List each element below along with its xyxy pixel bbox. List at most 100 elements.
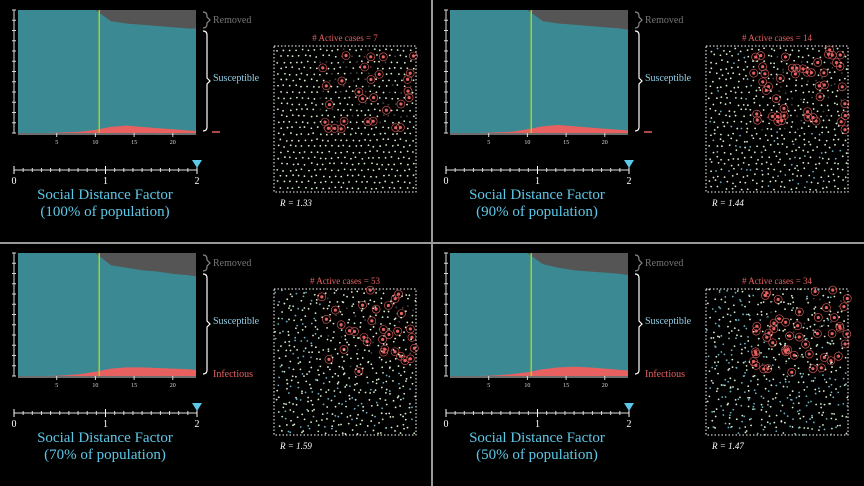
person bbox=[739, 300, 742, 303]
person bbox=[373, 300, 376, 303]
person bbox=[285, 424, 288, 426]
person bbox=[819, 56, 822, 59]
person bbox=[289, 169, 292, 172]
person bbox=[827, 68, 829, 71]
person bbox=[719, 307, 722, 310]
x-tick-label: 5 bbox=[487, 140, 490, 146]
person bbox=[756, 313, 759, 316]
person bbox=[749, 108, 752, 111]
person bbox=[805, 404, 808, 407]
person bbox=[725, 68, 728, 70]
person bbox=[303, 79, 306, 82]
infection-ring bbox=[394, 289, 403, 299]
person bbox=[818, 390, 821, 393]
person bbox=[789, 53, 792, 56]
person bbox=[772, 77, 775, 80]
person bbox=[791, 390, 794, 393]
person bbox=[369, 388, 372, 391]
person bbox=[303, 418, 306, 421]
infection-ring bbox=[835, 62, 845, 71]
person bbox=[741, 152, 744, 154]
person bbox=[360, 144, 363, 147]
person bbox=[713, 121, 716, 124]
infection-ring bbox=[775, 74, 785, 83]
person bbox=[732, 72, 735, 75]
person bbox=[338, 341, 341, 344]
person bbox=[821, 414, 824, 416]
person bbox=[728, 170, 730, 172]
x-tick-label: 10 bbox=[92, 140, 98, 146]
infection-ring bbox=[404, 93, 414, 102]
person bbox=[349, 72, 352, 75]
person bbox=[735, 366, 738, 369]
person bbox=[819, 403, 822, 405]
person bbox=[720, 384, 723, 386]
person bbox=[844, 176, 847, 179]
person bbox=[736, 290, 739, 292]
person bbox=[281, 311, 283, 313]
person bbox=[346, 103, 349, 106]
person bbox=[349, 365, 352, 368]
person bbox=[275, 398, 278, 401]
person bbox=[795, 79, 798, 82]
person bbox=[394, 55, 397, 58]
person bbox=[711, 366, 714, 369]
person bbox=[836, 424, 839, 427]
person bbox=[801, 77, 803, 80]
person bbox=[287, 334, 290, 336]
person bbox=[725, 359, 728, 362]
person bbox=[326, 126, 331, 130]
person bbox=[402, 423, 405, 426]
person bbox=[823, 169, 826, 172]
person bbox=[736, 334, 738, 337]
person bbox=[830, 362, 832, 364]
person bbox=[790, 294, 793, 297]
person bbox=[285, 66, 287, 69]
person bbox=[806, 83, 808, 86]
person bbox=[769, 97, 772, 100]
person bbox=[726, 289, 729, 292]
person bbox=[797, 310, 801, 314]
person bbox=[746, 65, 749, 68]
person bbox=[767, 400, 770, 403]
person bbox=[822, 390, 825, 392]
person bbox=[322, 79, 325, 82]
person bbox=[400, 316, 403, 319]
person bbox=[362, 315, 365, 318]
person bbox=[722, 316, 725, 319]
person bbox=[301, 48, 304, 51]
person bbox=[728, 367, 731, 370]
person bbox=[348, 318, 351, 321]
person bbox=[352, 67, 355, 70]
person bbox=[288, 120, 291, 123]
infection-ring bbox=[792, 63, 801, 73]
person bbox=[355, 424, 358, 427]
person bbox=[325, 49, 328, 52]
person bbox=[364, 90, 367, 93]
person bbox=[752, 71, 756, 75]
person bbox=[391, 84, 394, 86]
person bbox=[399, 398, 402, 401]
person bbox=[747, 385, 750, 388]
person bbox=[752, 60, 754, 62]
person bbox=[744, 108, 747, 111]
person bbox=[791, 406, 794, 409]
person bbox=[796, 410, 799, 413]
person bbox=[280, 289, 283, 292]
person bbox=[384, 132, 386, 135]
person bbox=[726, 180, 729, 183]
person bbox=[410, 60, 412, 62]
person bbox=[710, 134, 712, 137]
person bbox=[839, 149, 842, 152]
person bbox=[337, 374, 340, 377]
person bbox=[314, 168, 316, 171]
person bbox=[302, 350, 305, 352]
infection-ring bbox=[808, 113, 818, 122]
person bbox=[783, 186, 786, 188]
person bbox=[354, 168, 356, 171]
person bbox=[301, 309, 304, 312]
person bbox=[831, 427, 833, 430]
person bbox=[333, 103, 336, 106]
person bbox=[382, 350, 386, 354]
person bbox=[288, 49, 291, 52]
